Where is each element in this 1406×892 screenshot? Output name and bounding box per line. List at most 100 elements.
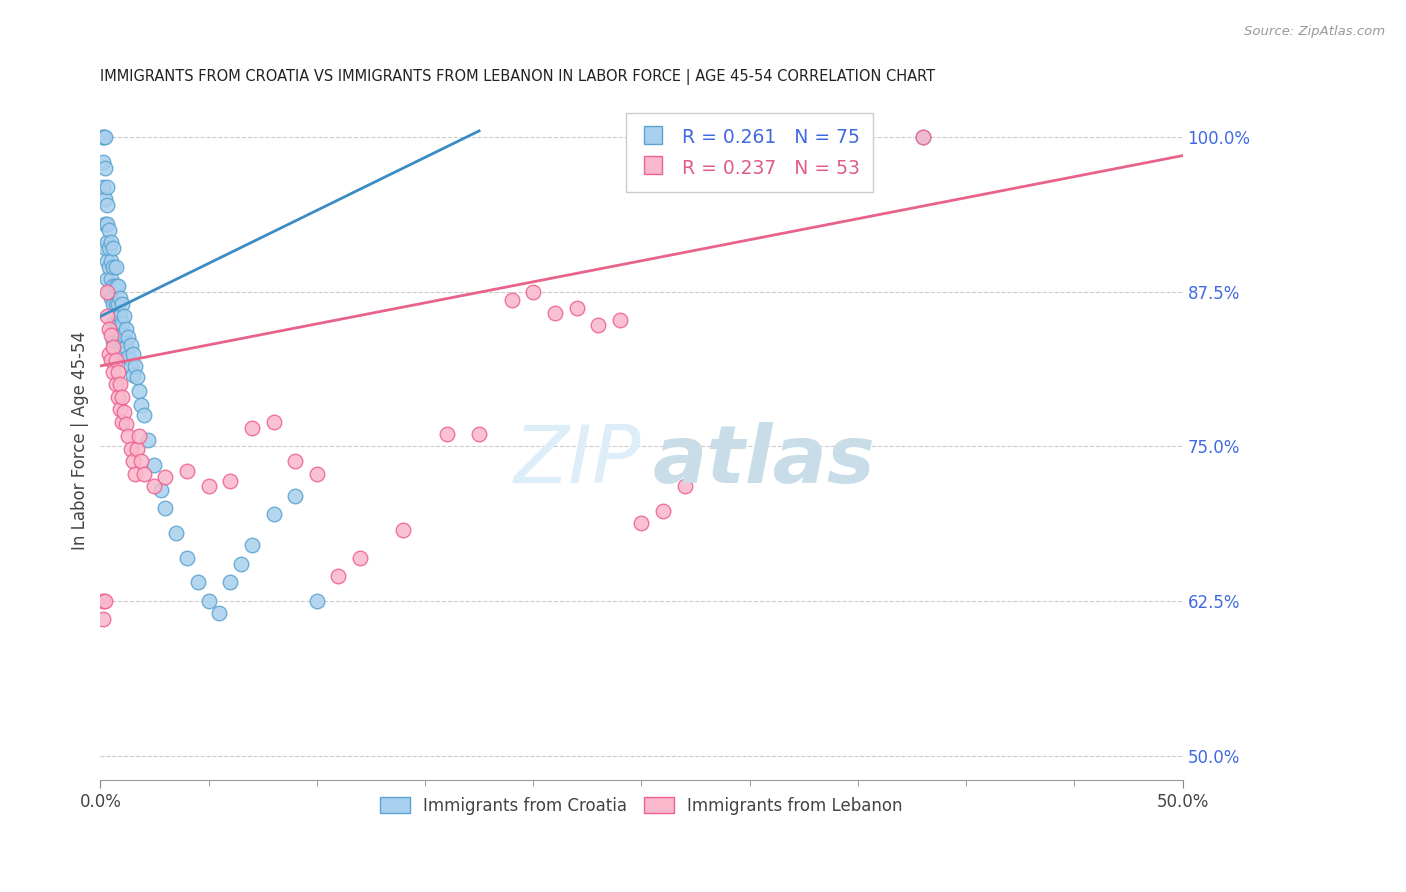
Point	[111, 390, 134, 404]
Point	[98, 285, 121, 299]
Point	[197, 479, 219, 493]
Point	[98, 346, 121, 360]
Point	[93, 594, 115, 608]
Point	[108, 310, 131, 324]
Point	[111, 415, 134, 429]
Point	[100, 328, 122, 343]
Point	[127, 370, 149, 384]
Point	[544, 306, 567, 320]
Point	[208, 607, 231, 621]
Point	[112, 310, 135, 324]
Point	[176, 550, 198, 565]
Point	[112, 405, 135, 419]
Point	[136, 433, 159, 447]
Point	[117, 330, 139, 344]
Point	[176, 464, 198, 478]
Point	[100, 272, 122, 286]
Point	[263, 415, 285, 429]
Point	[124, 467, 146, 481]
Point	[155, 470, 177, 484]
Point	[124, 359, 146, 373]
Point	[104, 260, 127, 274]
Point	[630, 516, 652, 530]
Point	[911, 130, 934, 145]
Point	[103, 297, 125, 311]
Point	[117, 351, 139, 365]
Point	[240, 538, 263, 552]
Point	[197, 594, 219, 608]
Point	[96, 198, 118, 212]
Point	[91, 154, 114, 169]
Point	[501, 293, 523, 308]
Point	[104, 316, 127, 330]
Point	[103, 316, 125, 330]
Point	[263, 508, 285, 522]
Point	[96, 217, 118, 231]
Point	[103, 334, 125, 348]
Point	[219, 575, 242, 590]
Point	[115, 340, 138, 354]
Point	[131, 399, 153, 413]
Point	[652, 503, 675, 517]
Point	[673, 479, 696, 493]
Point	[93, 161, 115, 175]
Point	[586, 318, 609, 332]
Point	[103, 340, 125, 354]
Point	[115, 417, 138, 431]
Point	[120, 338, 142, 352]
Point	[96, 253, 118, 268]
Point	[112, 346, 135, 360]
Point	[328, 569, 350, 583]
Point	[103, 278, 125, 293]
Point	[128, 384, 150, 398]
Text: ZIP: ZIP	[515, 422, 641, 500]
Point	[100, 352, 122, 367]
Point	[132, 409, 155, 423]
Point	[104, 297, 127, 311]
Legend: Immigrants from Croatia, Immigrants from Lebanon: Immigrants from Croatia, Immigrants from…	[371, 789, 911, 823]
Point	[117, 429, 139, 443]
Point	[155, 501, 177, 516]
Point	[522, 285, 544, 299]
Point	[98, 241, 121, 255]
Text: atlas: atlas	[652, 422, 875, 500]
Point	[609, 313, 631, 327]
Point	[91, 612, 114, 626]
Point	[103, 260, 125, 274]
Point	[96, 272, 118, 286]
Point	[96, 285, 118, 299]
Point	[98, 260, 121, 274]
Point	[104, 278, 127, 293]
Point	[229, 557, 252, 571]
Point	[240, 421, 263, 435]
Point	[108, 291, 131, 305]
Point	[100, 253, 122, 268]
Text: IMMIGRANTS FROM CROATIA VS IMMIGRANTS FROM LEBANON IN LABOR FORCE | AGE 45-54 CO: IMMIGRANTS FROM CROATIA VS IMMIGRANTS FR…	[100, 69, 935, 85]
Point	[98, 223, 121, 237]
Point	[103, 365, 125, 379]
Point	[120, 359, 142, 373]
Point	[219, 474, 242, 488]
Point	[93, 217, 115, 231]
Point	[121, 368, 143, 382]
Point	[93, 241, 115, 255]
Point	[284, 489, 307, 503]
Point	[96, 179, 118, 194]
Point	[115, 322, 138, 336]
Point	[91, 594, 114, 608]
Point	[104, 352, 127, 367]
Point	[93, 192, 115, 206]
Point	[100, 291, 122, 305]
Point	[132, 467, 155, 481]
Point	[565, 301, 588, 315]
Point	[96, 310, 118, 324]
Point	[165, 525, 187, 540]
Y-axis label: In Labor Force | Age 45-54: In Labor Force | Age 45-54	[72, 331, 89, 549]
Point	[104, 377, 127, 392]
Point	[120, 442, 142, 456]
Point	[96, 235, 118, 250]
Text: Source: ZipAtlas.com: Source: ZipAtlas.com	[1244, 25, 1385, 38]
Point	[91, 179, 114, 194]
Point	[107, 278, 129, 293]
Point	[911, 130, 934, 145]
